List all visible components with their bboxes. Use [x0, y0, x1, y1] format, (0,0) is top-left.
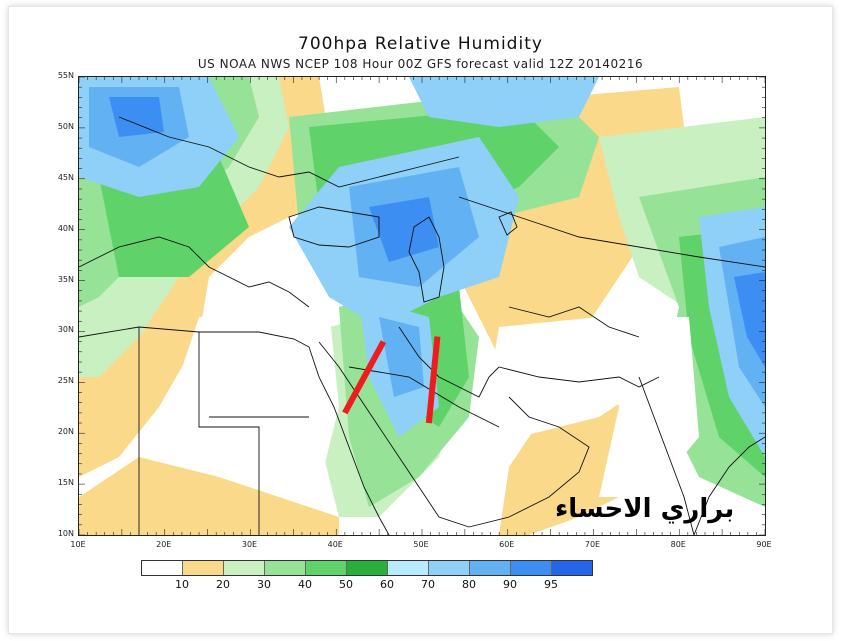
map-subtitle: US NOAA NWS NCEP 108 Hour 00Z GFS foreca…: [197, 57, 644, 71]
legend-swatch: [306, 561, 347, 575]
legend-swatch: [265, 561, 306, 575]
legend-swatch: [224, 561, 265, 575]
humidity-map-svg: [79, 77, 765, 535]
latitude-label: 10N: [57, 529, 74, 538]
longitude-label: 90E: [756, 540, 772, 549]
coastline-caspian-sea: [408, 216, 445, 303]
humidity-field-yellow-4: [79, 457, 339, 535]
legend-label: 70: [421, 578, 435, 591]
border-africa-2: [198, 332, 260, 535]
latitude-label: 20N: [57, 427, 74, 437]
legend-swatch: [470, 561, 511, 575]
legend-label: 60: [380, 578, 394, 591]
legend-swatch: [511, 561, 552, 575]
longitude-label: 10E: [70, 540, 86, 549]
humidity-field-darkblue-3: [734, 272, 765, 367]
coastline-persian-gulf: [398, 326, 500, 398]
annotation-lines: [342, 336, 441, 424]
coastline-red-sea-east: [318, 341, 470, 528]
legend-swatch: [429, 561, 470, 575]
legend-swatch: [183, 561, 224, 575]
coastline-india-east: [693, 436, 765, 535]
coastline-india-west: [638, 376, 695, 535]
longitude-label: 50E: [413, 540, 429, 549]
red-line-east: [425, 336, 441, 424]
legend-label: 30: [257, 578, 271, 591]
coastline-arabia-south: [468, 396, 590, 528]
longitude-label: 70E: [584, 540, 601, 549]
watermark-text: براري الاحساء: [555, 494, 735, 524]
legend-swatch: [552, 561, 592, 575]
legend-label: 90: [503, 578, 517, 591]
coastline-red-sea-west: [308, 346, 390, 535]
latitude-label: 35N: [57, 274, 74, 284]
humidity-field-blue-4: [379, 317, 424, 397]
map-title: 700hpa Relative Humidity: [298, 34, 543, 54]
red-line-west: [342, 340, 387, 415]
legend-swatch: [347, 561, 388, 575]
longitude-label: 20E: [156, 540, 172, 549]
latitude-label: 25N: [57, 376, 74, 386]
humidity-field-darkblue-2: [109, 97, 164, 137]
humidity-field-darkblue-1: [369, 197, 439, 262]
latitude-label: 30N: [57, 325, 74, 335]
latitude-label: 55N: [57, 71, 74, 80]
grid-ticks: [79, 77, 765, 535]
humidity-field-dry-1: [169, 307, 339, 487]
longitude-label: 30E: [241, 540, 258, 549]
humidity-fields: [79, 77, 765, 535]
coastline-aral-sea: [498, 211, 518, 236]
legend-swatch: [142, 561, 183, 575]
legend-label: 95: [544, 578, 558, 591]
legend-label: 20: [216, 578, 230, 591]
border-europe: [118, 116, 460, 188]
map-area: [78, 76, 766, 536]
latitude-label: 50N: [57, 121, 74, 131]
humidity-field-lightblue-5: [409, 77, 599, 127]
coastline-mediterranean-north: [79, 236, 310, 308]
latitude-label: 15N: [57, 478, 74, 488]
coastline-black-sea: [288, 206, 380, 248]
border-central-asia: [458, 196, 765, 268]
humidity-field-dry-3: [599, 317, 699, 497]
border-iran-afghan: [508, 306, 640, 338]
legend-swatch: [388, 561, 429, 575]
longitude-label: 80E: [670, 540, 686, 549]
legend-label: 50: [339, 578, 353, 591]
legend-label: 10: [175, 578, 189, 591]
latitude-label: 45N: [57, 172, 74, 182]
latitude-label: 40N: [57, 223, 74, 233]
legend-label: 80: [462, 578, 476, 591]
coastline-north-africa: [79, 326, 310, 348]
longitude-label: 60E: [499, 540, 515, 549]
color-legend: [141, 560, 593, 576]
legend-label: 40: [298, 578, 312, 591]
longitude-label: 40E: [327, 540, 343, 549]
